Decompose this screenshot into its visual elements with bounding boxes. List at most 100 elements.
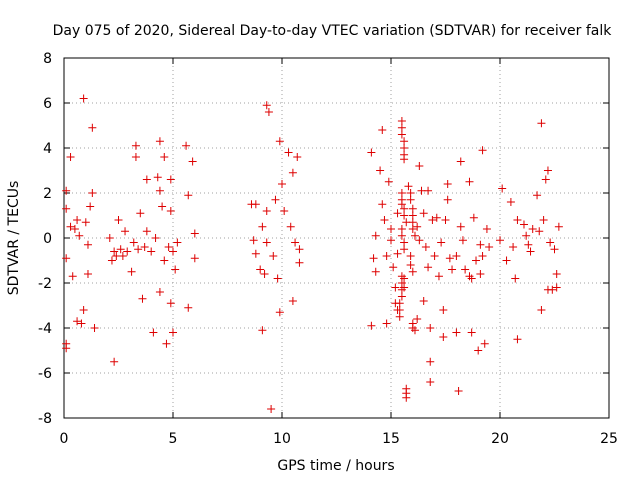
data-point <box>66 153 75 161</box>
data-point <box>465 177 474 186</box>
data-point <box>397 225 406 233</box>
data-point <box>391 283 400 292</box>
data-point <box>134 245 143 254</box>
y-tick-label: 0 <box>43 231 52 247</box>
data-point <box>382 252 391 260</box>
data-point <box>62 204 71 213</box>
data-point <box>397 292 406 301</box>
data-point <box>467 274 476 283</box>
data-point <box>432 213 441 222</box>
data-point <box>439 306 448 314</box>
data-point <box>413 315 422 323</box>
data-point <box>131 141 140 150</box>
data-point <box>395 306 404 314</box>
y-axis-label: SDTVAR / TECUs <box>6 181 22 296</box>
data-point <box>121 227 130 236</box>
data-point <box>77 319 86 328</box>
data-point <box>550 245 559 254</box>
data-point <box>86 202 95 211</box>
y-tick-label: -6 <box>38 366 52 382</box>
data-point <box>498 184 507 193</box>
data-point <box>169 328 177 337</box>
data-point <box>395 312 404 321</box>
x-tick-label: 10 <box>273 431 291 447</box>
data-point <box>421 243 430 251</box>
data-point <box>88 189 97 197</box>
data-point <box>88 123 97 132</box>
data-point <box>552 270 561 278</box>
data-point <box>397 189 406 197</box>
data-point <box>400 283 409 292</box>
data-point <box>404 182 413 191</box>
data-point <box>166 299 175 308</box>
data-point <box>511 274 520 283</box>
data-point <box>519 220 528 229</box>
data-point <box>456 222 465 231</box>
data-point <box>469 213 478 222</box>
chart-title: Day 075 of 2020, Sidereal Day-to-day VTE… <box>53 23 613 39</box>
data-point <box>406 261 415 269</box>
data-point <box>66 222 75 231</box>
data-point <box>434 272 443 281</box>
data-point <box>393 209 402 218</box>
data-point <box>419 209 428 218</box>
data-point <box>107 256 116 265</box>
data-point <box>367 321 376 330</box>
data-point <box>142 175 151 184</box>
data-point <box>256 265 265 274</box>
data-point <box>430 252 439 260</box>
data-point <box>415 162 424 170</box>
data-point <box>543 166 552 175</box>
data-point <box>437 238 446 247</box>
data-point <box>142 227 151 236</box>
data-point <box>410 231 419 240</box>
data-point <box>136 209 145 218</box>
data-point <box>262 207 271 215</box>
y-tick-label: 8 <box>43 51 52 67</box>
data-point <box>441 216 450 224</box>
data-point <box>406 252 415 260</box>
data-point <box>389 263 398 272</box>
y-tick-label: 6 <box>43 96 52 112</box>
data-point <box>153 173 162 182</box>
data-point <box>400 155 409 164</box>
data-point <box>476 270 485 278</box>
data-point <box>502 256 511 265</box>
data-point <box>424 186 433 195</box>
data-point <box>424 263 433 272</box>
grid <box>64 58 609 418</box>
data-point <box>110 357 119 366</box>
data-point <box>419 297 428 305</box>
data-point <box>537 119 546 128</box>
data-point <box>533 191 542 200</box>
data-point <box>548 285 557 294</box>
data-point <box>295 258 304 267</box>
data-point <box>367 148 376 157</box>
data-point <box>275 137 284 146</box>
data-point <box>129 238 138 247</box>
data-point <box>410 326 419 335</box>
data-point <box>397 130 406 139</box>
data-point <box>155 186 164 195</box>
data-point <box>452 328 461 337</box>
data-point <box>83 240 92 249</box>
data-point <box>190 254 199 263</box>
data-point <box>79 306 88 314</box>
data-point <box>397 279 406 287</box>
data-point <box>127 267 136 276</box>
data-point <box>448 265 457 274</box>
data-point <box>286 222 295 231</box>
data-point <box>400 204 409 213</box>
data-point <box>140 243 149 251</box>
data-point <box>408 218 417 227</box>
data-point <box>478 252 487 260</box>
data-point <box>291 238 300 247</box>
data-point <box>262 238 271 247</box>
data-point <box>554 222 563 231</box>
data-point <box>171 265 180 274</box>
data-point <box>485 243 494 251</box>
data-point <box>73 317 82 326</box>
data-point <box>158 202 167 211</box>
data-point <box>73 216 82 224</box>
data-point <box>456 157 465 166</box>
